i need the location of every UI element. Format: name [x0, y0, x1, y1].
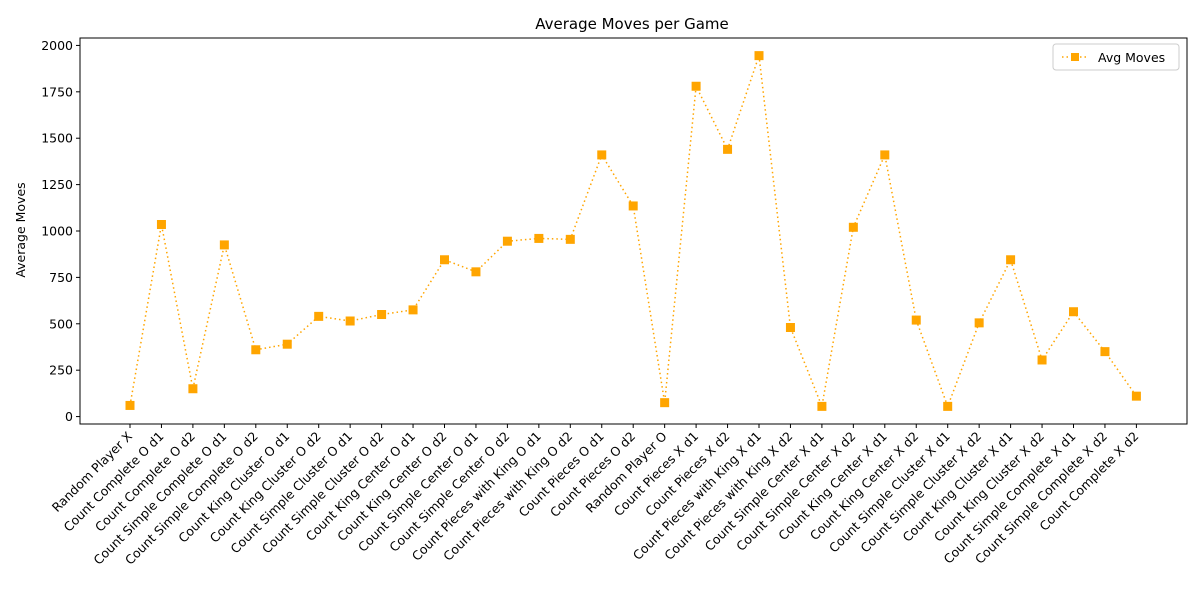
data-point: [314, 311, 324, 321]
data-point: [282, 339, 292, 349]
y-tick-label: 750: [49, 270, 73, 285]
data-point: [502, 236, 512, 246]
y-tick-label: 1750: [41, 84, 73, 99]
data-point: [817, 401, 827, 411]
data-point: [408, 305, 418, 315]
data-point: [440, 255, 449, 265]
data-point: [1131, 391, 1141, 401]
data-point: [125, 400, 135, 410]
data-point: [188, 384, 198, 394]
data-point: [471, 267, 481, 277]
series-line: [129, 55, 1138, 410]
y-tick-label: 1000: [41, 224, 73, 239]
y-axis-label: Average Moves: [13, 182, 28, 277]
data-point: [974, 318, 984, 328]
data-point: [1037, 355, 1047, 365]
y-tick-label: 1250: [41, 177, 73, 192]
data-point: [1006, 255, 1016, 265]
plot-frame: [79, 37, 1188, 425]
data-point: [345, 316, 355, 326]
data-point: [156, 220, 166, 230]
data-point: [597, 150, 607, 160]
data-point: [377, 310, 387, 320]
data-point: [1069, 307, 1078, 317]
y-tick-label: 250: [49, 363, 73, 378]
data-point: [251, 345, 261, 355]
legend: Avg Moves: [1052, 43, 1180, 71]
data-point: [880, 150, 890, 160]
legend-marker: [1071, 53, 1079, 61]
data-point: [565, 234, 575, 244]
data-point: [534, 233, 544, 243]
legend-label: Avg Moves: [1098, 50, 1165, 65]
data-point: [754, 51, 764, 61]
chart-title: Average Moves per Game: [535, 15, 729, 33]
legend-box: [1052, 43, 1180, 71]
y-axis-ticks: 0 250 500 750 1000 1250 1500 1750 2000: [41, 38, 80, 424]
data-point: [628, 201, 638, 211]
data-point: [785, 323, 795, 332]
y-tick-label: 0: [65, 409, 73, 424]
data-point: [723, 144, 733, 154]
data-point: [911, 315, 921, 325]
data-point: [848, 222, 858, 232]
data-point: [691, 81, 701, 91]
y-tick-label: 500: [49, 316, 73, 331]
data-point: [1100, 347, 1110, 357]
data-point: [219, 240, 229, 250]
data-point: [943, 401, 953, 411]
y-tick-label: 2000: [41, 38, 73, 53]
y-tick-label: 1500: [41, 131, 73, 146]
data-point: [660, 398, 670, 408]
series-layer: [125, 51, 1141, 411]
